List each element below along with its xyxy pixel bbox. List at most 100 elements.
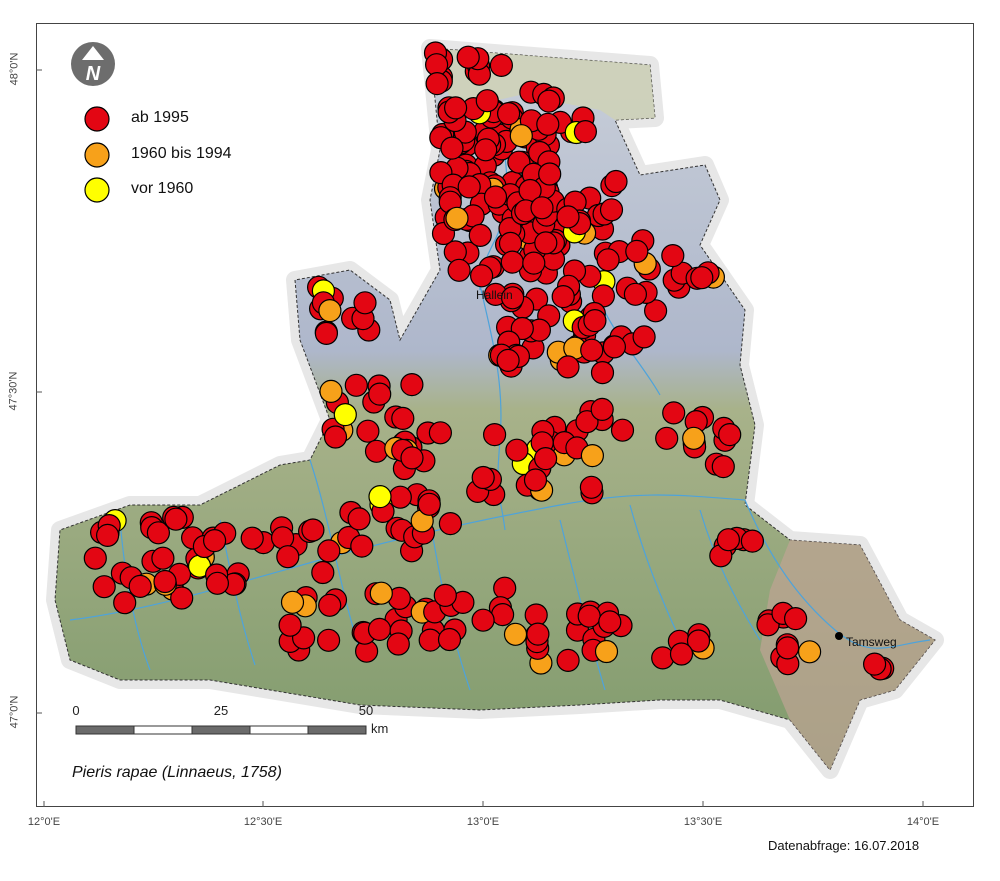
observation-point [475,89,499,113]
observation-point [610,418,635,442]
observation-point [151,546,175,570]
observation-point [400,446,424,470]
observation-point [92,575,116,599]
observation-point [526,622,550,646]
observation-point [428,421,452,445]
observation-point [368,382,392,406]
legend-dot-ab-1995 [84,106,110,132]
legend-label-vor-1960: vor 1960 [131,180,194,197]
observation-point [417,492,441,516]
data-query-date: Datenabfrage: 16.07.2018 [768,838,920,853]
scale-tick-50: 50 [358,703,374,718]
town-markers [835,632,843,640]
observation-point [509,124,533,148]
observation-point [556,355,580,379]
observation-point [534,231,558,255]
lat-label-47-0: 47°0'N [8,695,21,729]
observation-point [323,425,348,449]
species-name: Pieris rapae (Linnaeus, 1758) [72,764,282,781]
graticule-ticks [36,69,924,807]
observation-point [862,652,887,676]
observation-point [503,622,528,646]
observation-point [623,282,648,306]
observation-point [537,89,561,113]
observation-point [604,169,628,194]
observation-point [471,608,495,632]
observation-point [530,196,554,220]
observation-point [596,248,620,272]
lungau-region [760,540,935,770]
observation-point [662,401,686,425]
observation-point [523,468,548,492]
observation-point [711,455,735,479]
observation-point [205,571,229,595]
observation-point [686,629,711,653]
observation-point [536,112,560,136]
observation-point [493,576,517,600]
observation-point [580,338,604,362]
observation-point [575,410,599,434]
scale-unit: km [371,721,389,736]
observation-point [353,291,377,315]
observation-point [471,465,495,490]
observation-point [317,539,341,563]
observation-point [573,120,598,144]
observation-point [470,264,494,288]
observation-point [369,581,393,605]
observation-point [661,244,685,268]
observation-point [690,266,714,290]
observation-point [583,309,607,333]
observation-point [314,321,338,345]
lon-label-12-30: 12°30'E [243,816,283,828]
observation-point [445,206,469,230]
observation-point [682,426,706,450]
observation-point [301,518,325,542]
observation-point [278,613,302,637]
observation-point [364,439,389,463]
observation-point [797,640,822,664]
observation-point [718,423,742,447]
observation-point [311,560,335,585]
observation-point [444,96,468,120]
observation-point [590,361,615,385]
observation-point [318,299,342,323]
observation-point [775,636,800,660]
observation-point [347,507,371,531]
observation-point [643,299,668,323]
observation-point [599,198,624,222]
observation-point [602,335,627,359]
north-arrow-icon: N [71,42,115,86]
observation-point [740,529,765,553]
observation-point [317,628,341,652]
lon-label-13-0: 13°0'E [466,816,500,828]
observation-point [496,348,520,372]
observation-point [437,627,462,652]
observation-point [203,528,227,553]
observation-point [491,602,515,627]
observation-point [716,528,741,552]
lat-label-48-0: 48°0'N [8,52,21,86]
observation-point [483,423,507,447]
observation-point [590,397,614,421]
observation-point [391,406,415,430]
observation-point [95,523,120,548]
observation-point [651,646,675,670]
observation-point [500,286,525,310]
legend-dot-vor-1960 [84,177,110,203]
observation-point [489,53,513,78]
observation-point [83,546,107,570]
scale-tick-0: 0 [72,703,80,718]
observation-point [551,285,575,309]
observation-point [170,586,194,610]
observation-point [625,239,649,263]
observation-point [276,545,300,569]
observation-point [497,101,521,126]
observation-point [350,534,374,558]
lat-label-47-30: 47°30'N [7,371,20,411]
scale-bar [75,725,367,735]
observation-point [522,251,546,275]
observation-point [579,475,604,499]
observation-point [474,138,498,162]
observation-point [556,648,580,673]
